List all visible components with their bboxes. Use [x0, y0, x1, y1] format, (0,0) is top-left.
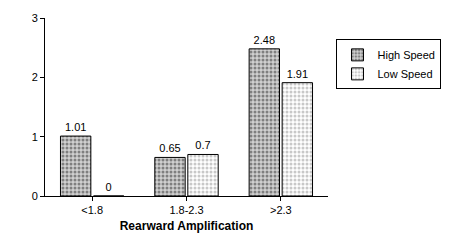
svg-text:0.65: 0.65	[159, 142, 180, 154]
svg-text:0: 0	[106, 181, 112, 193]
svg-text:0: 0	[32, 190, 38, 202]
svg-text:2: 2	[32, 71, 38, 83]
svg-text:3: 3	[32, 12, 38, 24]
svg-text:1.91: 1.91	[287, 68, 308, 80]
svg-text:2.48: 2.48	[254, 34, 275, 46]
svg-text:High Speed: High Speed	[377, 49, 435, 61]
svg-text:1.01: 1.01	[65, 121, 86, 133]
svg-text:0.7: 0.7	[195, 139, 210, 151]
svg-text:>2.3: >2.3	[270, 204, 292, 216]
svg-text:<1.8: <1.8	[81, 204, 103, 216]
svg-text:1: 1	[32, 131, 38, 143]
svg-text:Rearward Amplification: Rearward Amplification	[120, 219, 254, 233]
svg-text:1.8-2.3: 1.8-2.3	[169, 204, 203, 216]
svg-text:Low Speed: Low Speed	[377, 68, 432, 80]
